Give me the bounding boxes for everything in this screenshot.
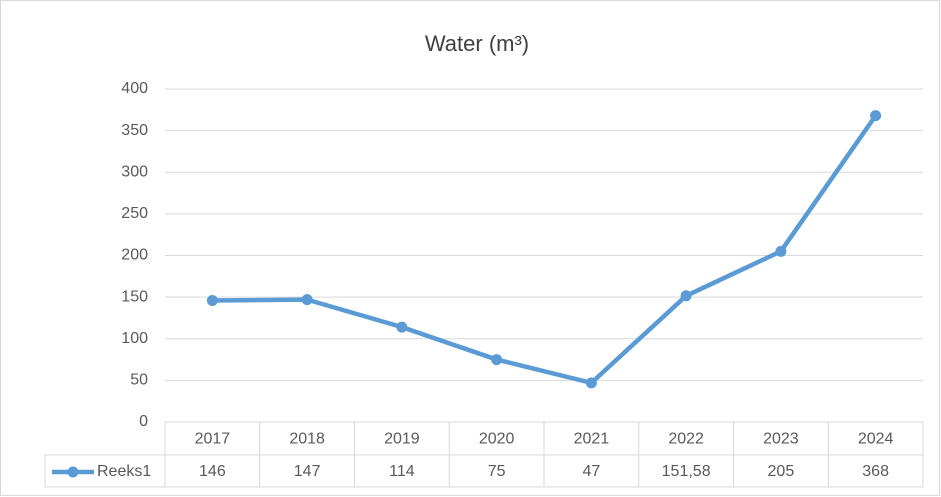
y-tick-label: 250 — [121, 205, 148, 222]
legend-key-marker — [67, 466, 79, 478]
table-value: 205 — [768, 463, 795, 480]
legend-label: Reeks1 — [97, 463, 151, 480]
y-tick-label: 200 — [121, 247, 148, 264]
marker — [206, 294, 218, 306]
x-tick-label: 2020 — [479, 431, 515, 448]
y-tick-label: 50 — [130, 372, 148, 389]
table-value: 151,58 — [662, 463, 711, 480]
x-tick-label: 2018 — [289, 431, 325, 448]
marker — [396, 321, 408, 333]
marker — [491, 354, 503, 366]
marker — [870, 110, 882, 122]
x-tick-label: 2021 — [574, 431, 610, 448]
marker — [680, 290, 692, 302]
y-tick-label: 0 — [139, 413, 148, 430]
marker — [585, 377, 597, 389]
chart-title: Water (m³) — [425, 31, 529, 56]
x-tick-label: 2022 — [668, 431, 704, 448]
y-tick-label: 400 — [121, 80, 148, 97]
x-tick-label: 2017 — [195, 431, 231, 448]
line — [212, 114, 878, 386]
marker — [301, 294, 313, 306]
marker — [775, 245, 787, 257]
table-value: 75 — [488, 463, 506, 480]
table-value: 147 — [294, 463, 321, 480]
table-value: 47 — [582, 463, 600, 480]
table-value: 368 — [862, 463, 889, 480]
x-tick-label: 2024 — [858, 431, 894, 448]
x-tick-label: 2023 — [763, 431, 799, 448]
y-tick-label: 300 — [121, 163, 148, 180]
y-tick-label: 100 — [121, 330, 148, 347]
table-value: 146 — [199, 463, 226, 480]
y-tick-label: 350 — [121, 122, 148, 139]
table-value: 114 — [389, 463, 415, 480]
y-tick-label: 150 — [121, 288, 148, 305]
x-tick-label: 2019 — [384, 431, 420, 448]
